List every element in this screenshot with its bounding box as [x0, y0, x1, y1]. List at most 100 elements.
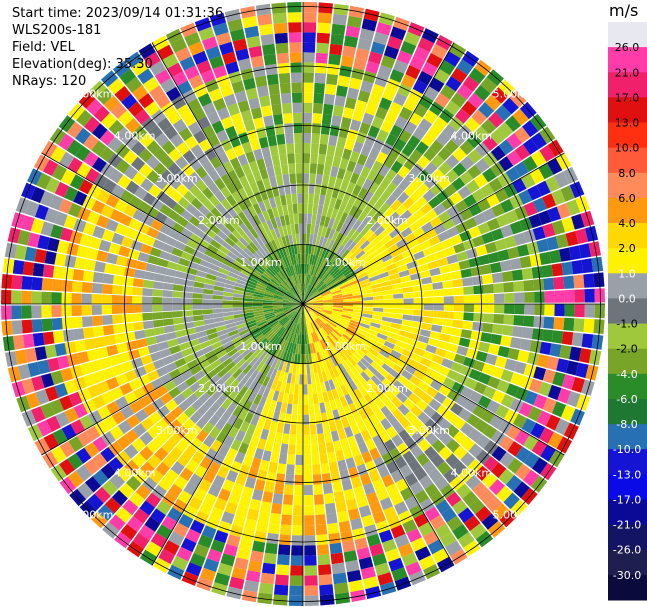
range-gate: [250, 107, 263, 120]
range-gate: [264, 291, 275, 297]
range-gate: [452, 147, 467, 162]
range-gate: [358, 408, 369, 421]
range-gate: [523, 363, 537, 378]
range-gate: [108, 441, 124, 456]
range-gate: [171, 247, 184, 258]
range-gate: [171, 555, 189, 571]
range-gate: [564, 289, 575, 303]
range-gate: [159, 204, 173, 217]
range-gate: [374, 371, 386, 382]
range-gate: [305, 284, 310, 295]
range-gate: [147, 370, 160, 382]
range-gate: [464, 217, 478, 230]
range-gate: [96, 380, 110, 395]
range-gate: [294, 485, 303, 496]
range-gate: [273, 308, 284, 312]
range-gate: [333, 301, 344, 304]
range-gate: [198, 478, 212, 493]
range-gate: [263, 297, 274, 301]
range-gate: [349, 172, 360, 185]
range-gate: [303, 193, 309, 204]
range-gate: [479, 489, 496, 505]
range-gate: [324, 401, 332, 413]
colorbar-segment: [608, 197, 647, 224]
range-gate: [368, 250, 379, 260]
range-gate: [288, 321, 294, 331]
range-gate: [292, 234, 297, 245]
range-gate: [242, 233, 252, 245]
range-gate: [282, 319, 291, 328]
range-gate: [312, 294, 322, 300]
range-gate: [422, 246, 435, 257]
range-gate: [210, 359, 222, 370]
range-gate: [334, 177, 343, 189]
range-ring-label: 5.00km: [72, 508, 114, 521]
range-gate: [91, 157, 107, 173]
range-gate: [223, 93, 237, 107]
range-gate: [263, 156, 273, 168]
range-gate: [396, 391, 408, 404]
colorbar-tick-label: -17.0: [613, 494, 641, 507]
range-gate: [213, 378, 225, 390]
range-gate: [96, 189, 111, 204]
range-gate: [238, 385, 249, 397]
range-gate: [452, 523, 469, 540]
range-gate: [346, 228, 356, 239]
range-gate: [182, 292, 193, 299]
range-gate: [452, 162, 467, 177]
range-gate: [161, 425, 175, 440]
range-gate: [248, 160, 259, 173]
range-gate: [310, 309, 320, 317]
range-gate: [337, 428, 347, 440]
range-gate: [42, 264, 55, 278]
range-gate: [330, 471, 341, 483]
range-gate: [241, 141, 253, 154]
range-gate: [320, 381, 327, 393]
range-gate: [286, 310, 296, 317]
range-gate: [83, 373, 97, 387]
range-gate: [316, 245, 322, 256]
range-gate: [379, 177, 392, 190]
range-gate: [409, 481, 424, 496]
range-gate: [258, 261, 268, 271]
range-gate: [51, 305, 62, 318]
range-gate: [35, 389, 50, 405]
range-gate: [240, 67, 254, 81]
range-gate: [319, 270, 327, 280]
range-gate: [163, 325, 175, 334]
range-gate: [161, 515, 178, 531]
range-gate: [573, 318, 585, 332]
range-gate: [545, 414, 561, 431]
range-gate: [133, 508, 150, 524]
range-gate: [348, 205, 358, 217]
range-gate: [328, 379, 336, 390]
range-gate: [257, 320, 268, 327]
range-gate: [303, 263, 305, 274]
range-gate: [377, 572, 394, 586]
range-gate: [234, 282, 246, 289]
range-gate: [482, 167, 497, 183]
range-gate: [276, 314, 287, 321]
range-gate: [325, 154, 334, 166]
range-gate: [221, 241, 233, 251]
range-gate: [575, 195, 590, 213]
range-gate: [556, 436, 573, 454]
range-gate: [71, 305, 82, 317]
range-gate: [233, 289, 244, 295]
range-gate: [367, 232, 378, 243]
range-gate: [75, 447, 92, 464]
range-gate: [536, 410, 552, 427]
range-gate: [181, 387, 194, 399]
range-gate: [252, 331, 263, 340]
range-gate: [263, 308, 274, 313]
range-gate: [330, 356, 339, 367]
range-gate: [122, 499, 139, 516]
range-gate: [228, 576, 245, 590]
range-gate: [361, 514, 375, 528]
range-gate: [213, 345, 225, 355]
range-gate: [321, 311, 332, 317]
range-gate: [437, 146, 452, 161]
range-gate: [368, 325, 380, 333]
range-gate: [431, 154, 445, 168]
range-gate: [77, 206, 91, 221]
